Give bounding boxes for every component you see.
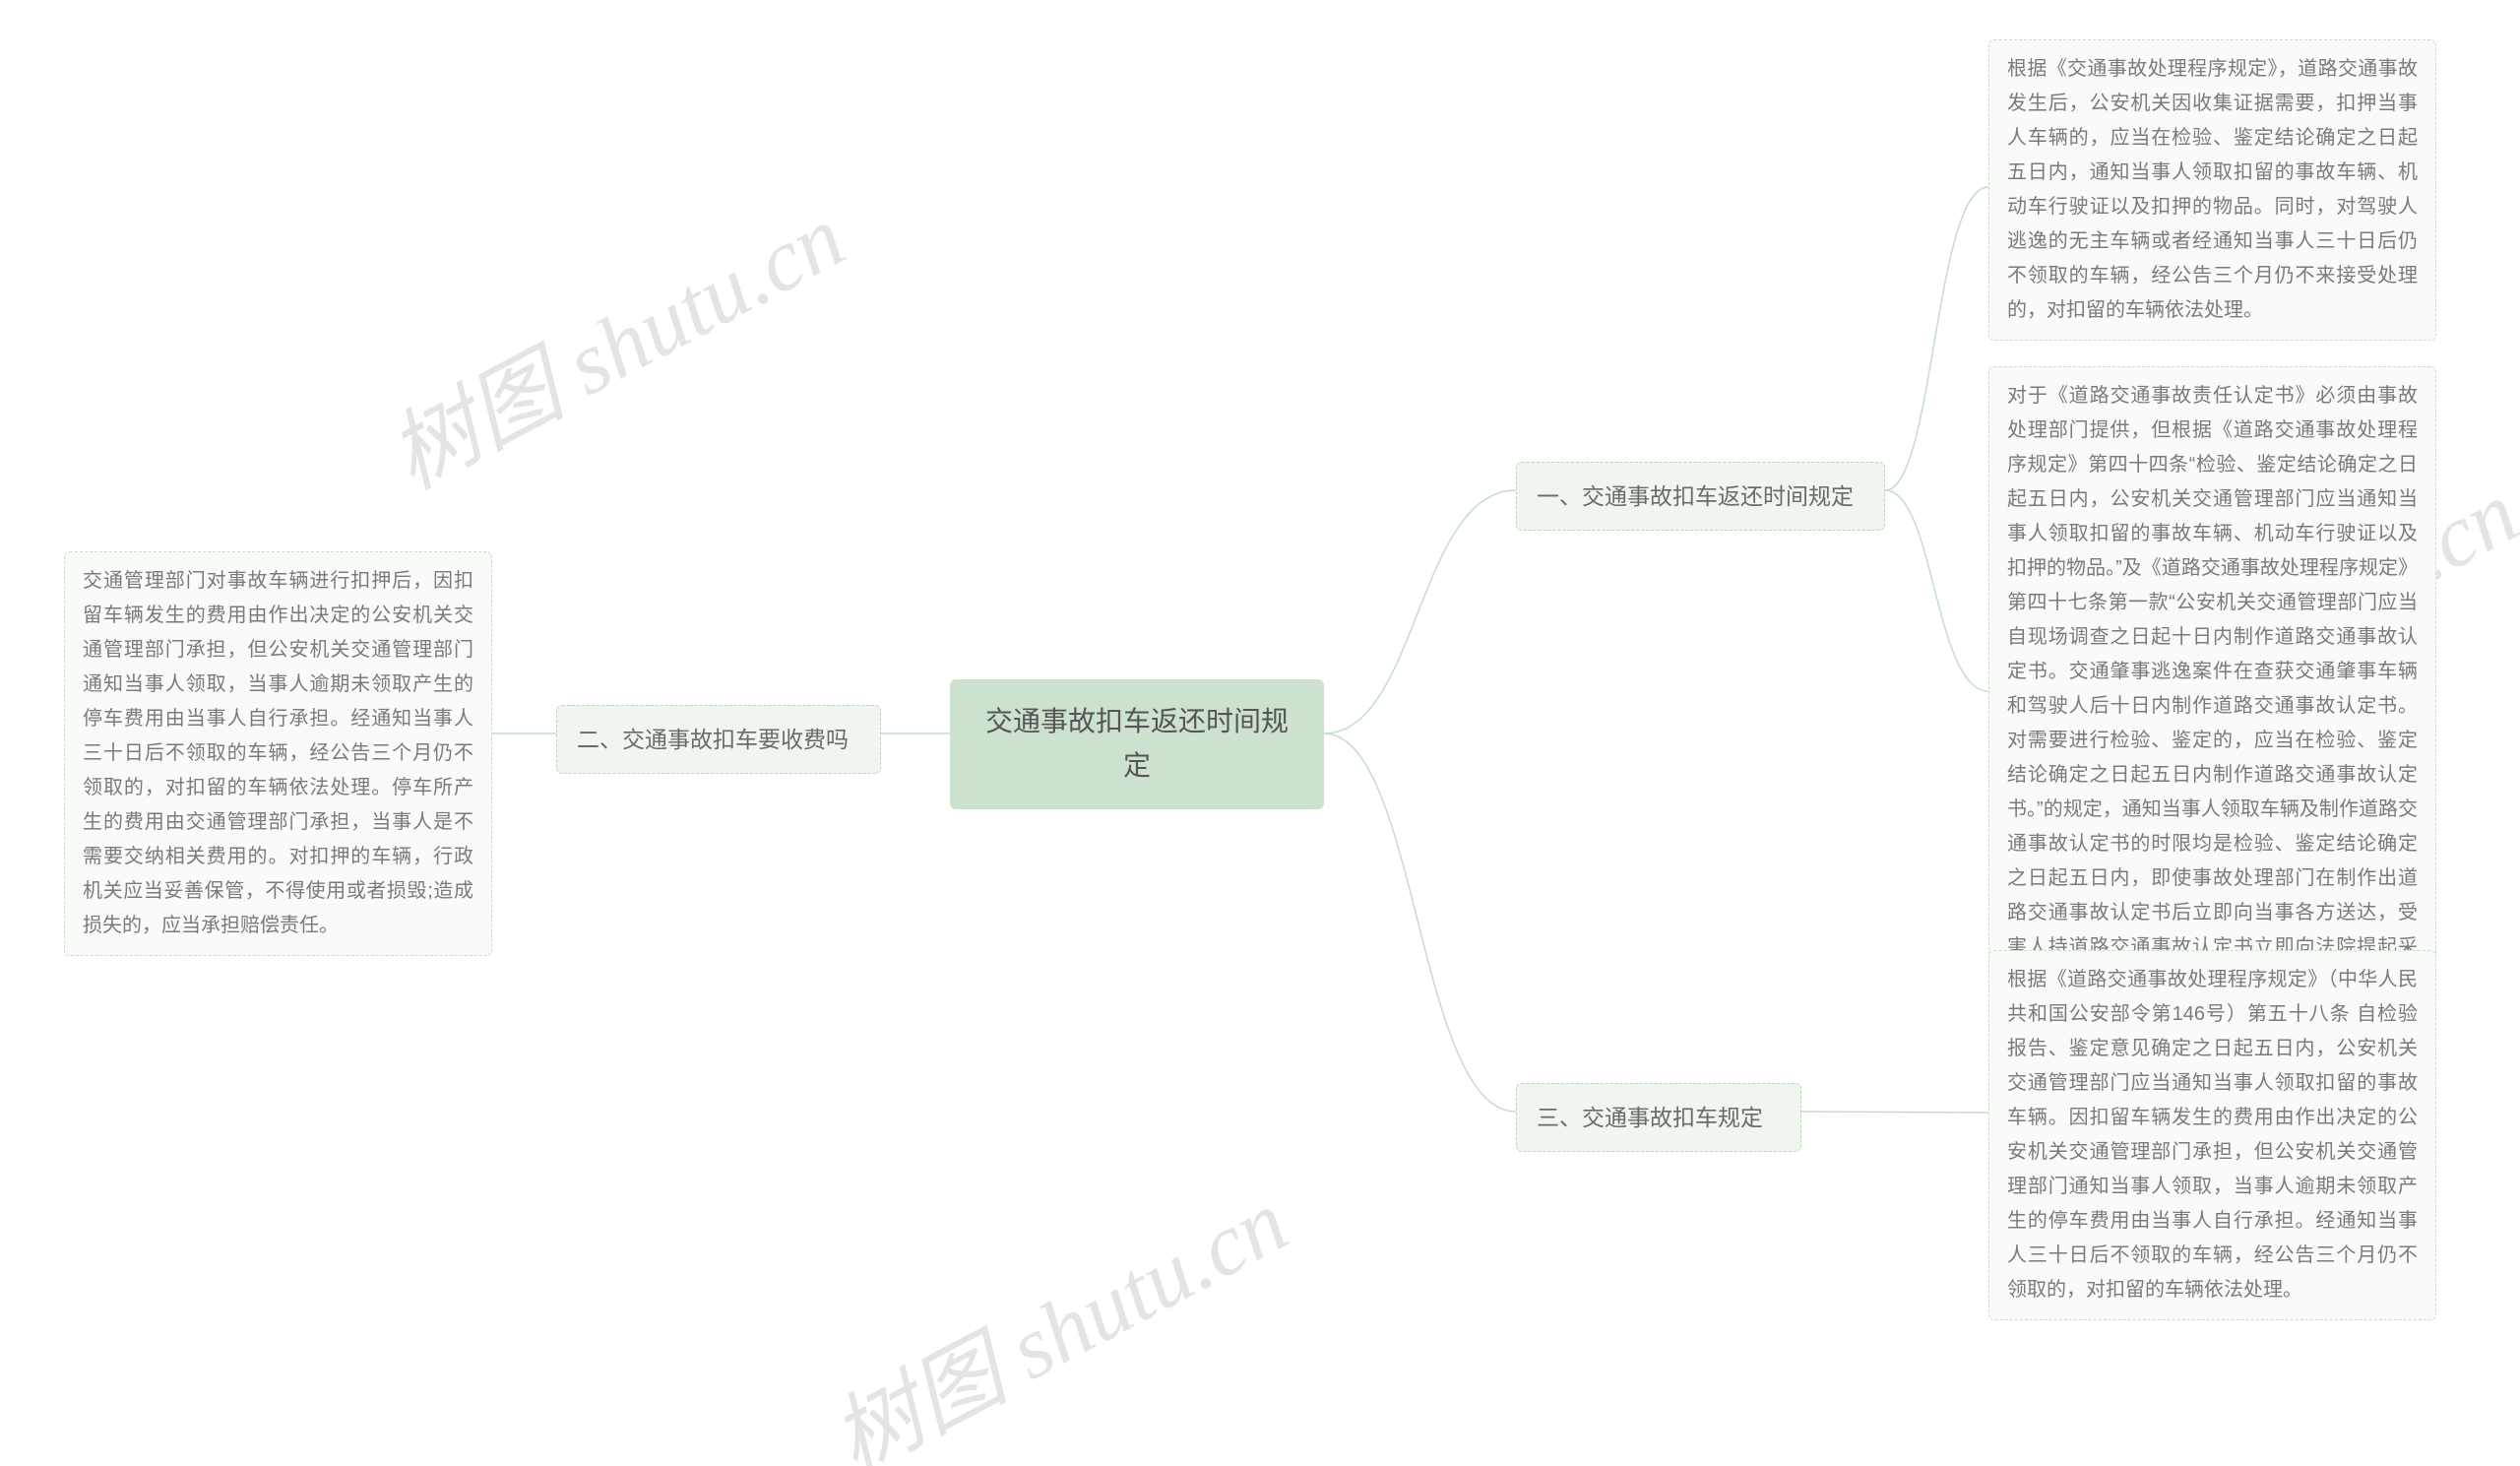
root-text-line2: 定 [975, 744, 1299, 789]
leaf-node-3[interactable]: 根据《道路交通事故处理程序规定》（中华人民共和国公安部令第146号）第五十八条 … [1988, 950, 2436, 1320]
watermark: 树图 shutu.cn [806, 1151, 1305, 1466]
mindmap-canvas: 树图 shutu.cn 树图 shutu.cn 树图 shutu.cn 交通事故… [0, 0, 2520, 1466]
leaf-2-text: 交通管理部门对事故车辆进行扣押后，因扣留车辆发生的费用由作出决定的公安机关交通管… [83, 570, 473, 936]
branch-node-3[interactable]: 三、交通事故扣车规定 [1516, 1083, 1801, 1152]
branch-node-1[interactable]: 一、交通事故扣车返还时间规定 [1516, 462, 1885, 531]
root-text-line1: 交通事故扣车返还时间规 [975, 700, 1299, 744]
leaf-3-text: 根据《道路交通事故处理程序规定》（中华人民共和国公安部令第146号）第五十八条 … [2007, 969, 2418, 1301]
leaf-1a-text: 根据《交通事故处理程序规定》，道路交通事故发生后，公安机关因收集证据需要，扣押当… [2007, 58, 2418, 321]
branch-2-label: 二、交通事故扣车要收费吗 [577, 727, 849, 752]
branch-3-label: 三、交通事故扣车规定 [1537, 1105, 1763, 1130]
leaf-node-2[interactable]: 交通管理部门对事故车辆进行扣押后，因扣留车辆发生的费用由作出决定的公安机关交通管… [64, 551, 492, 956]
branch-node-2[interactable]: 二、交通事故扣车要收费吗 [556, 705, 881, 774]
watermark: 树图 shutu.cn [363, 166, 862, 513]
leaf-node-1a[interactable]: 根据《交通事故处理程序规定》，道路交通事故发生后，公安机关因收集证据需要，扣押当… [1988, 39, 2436, 341]
branch-1-label: 一、交通事故扣车返还时间规定 [1537, 483, 1854, 509]
root-node[interactable]: 交通事故扣车返还时间规 定 [950, 679, 1324, 809]
